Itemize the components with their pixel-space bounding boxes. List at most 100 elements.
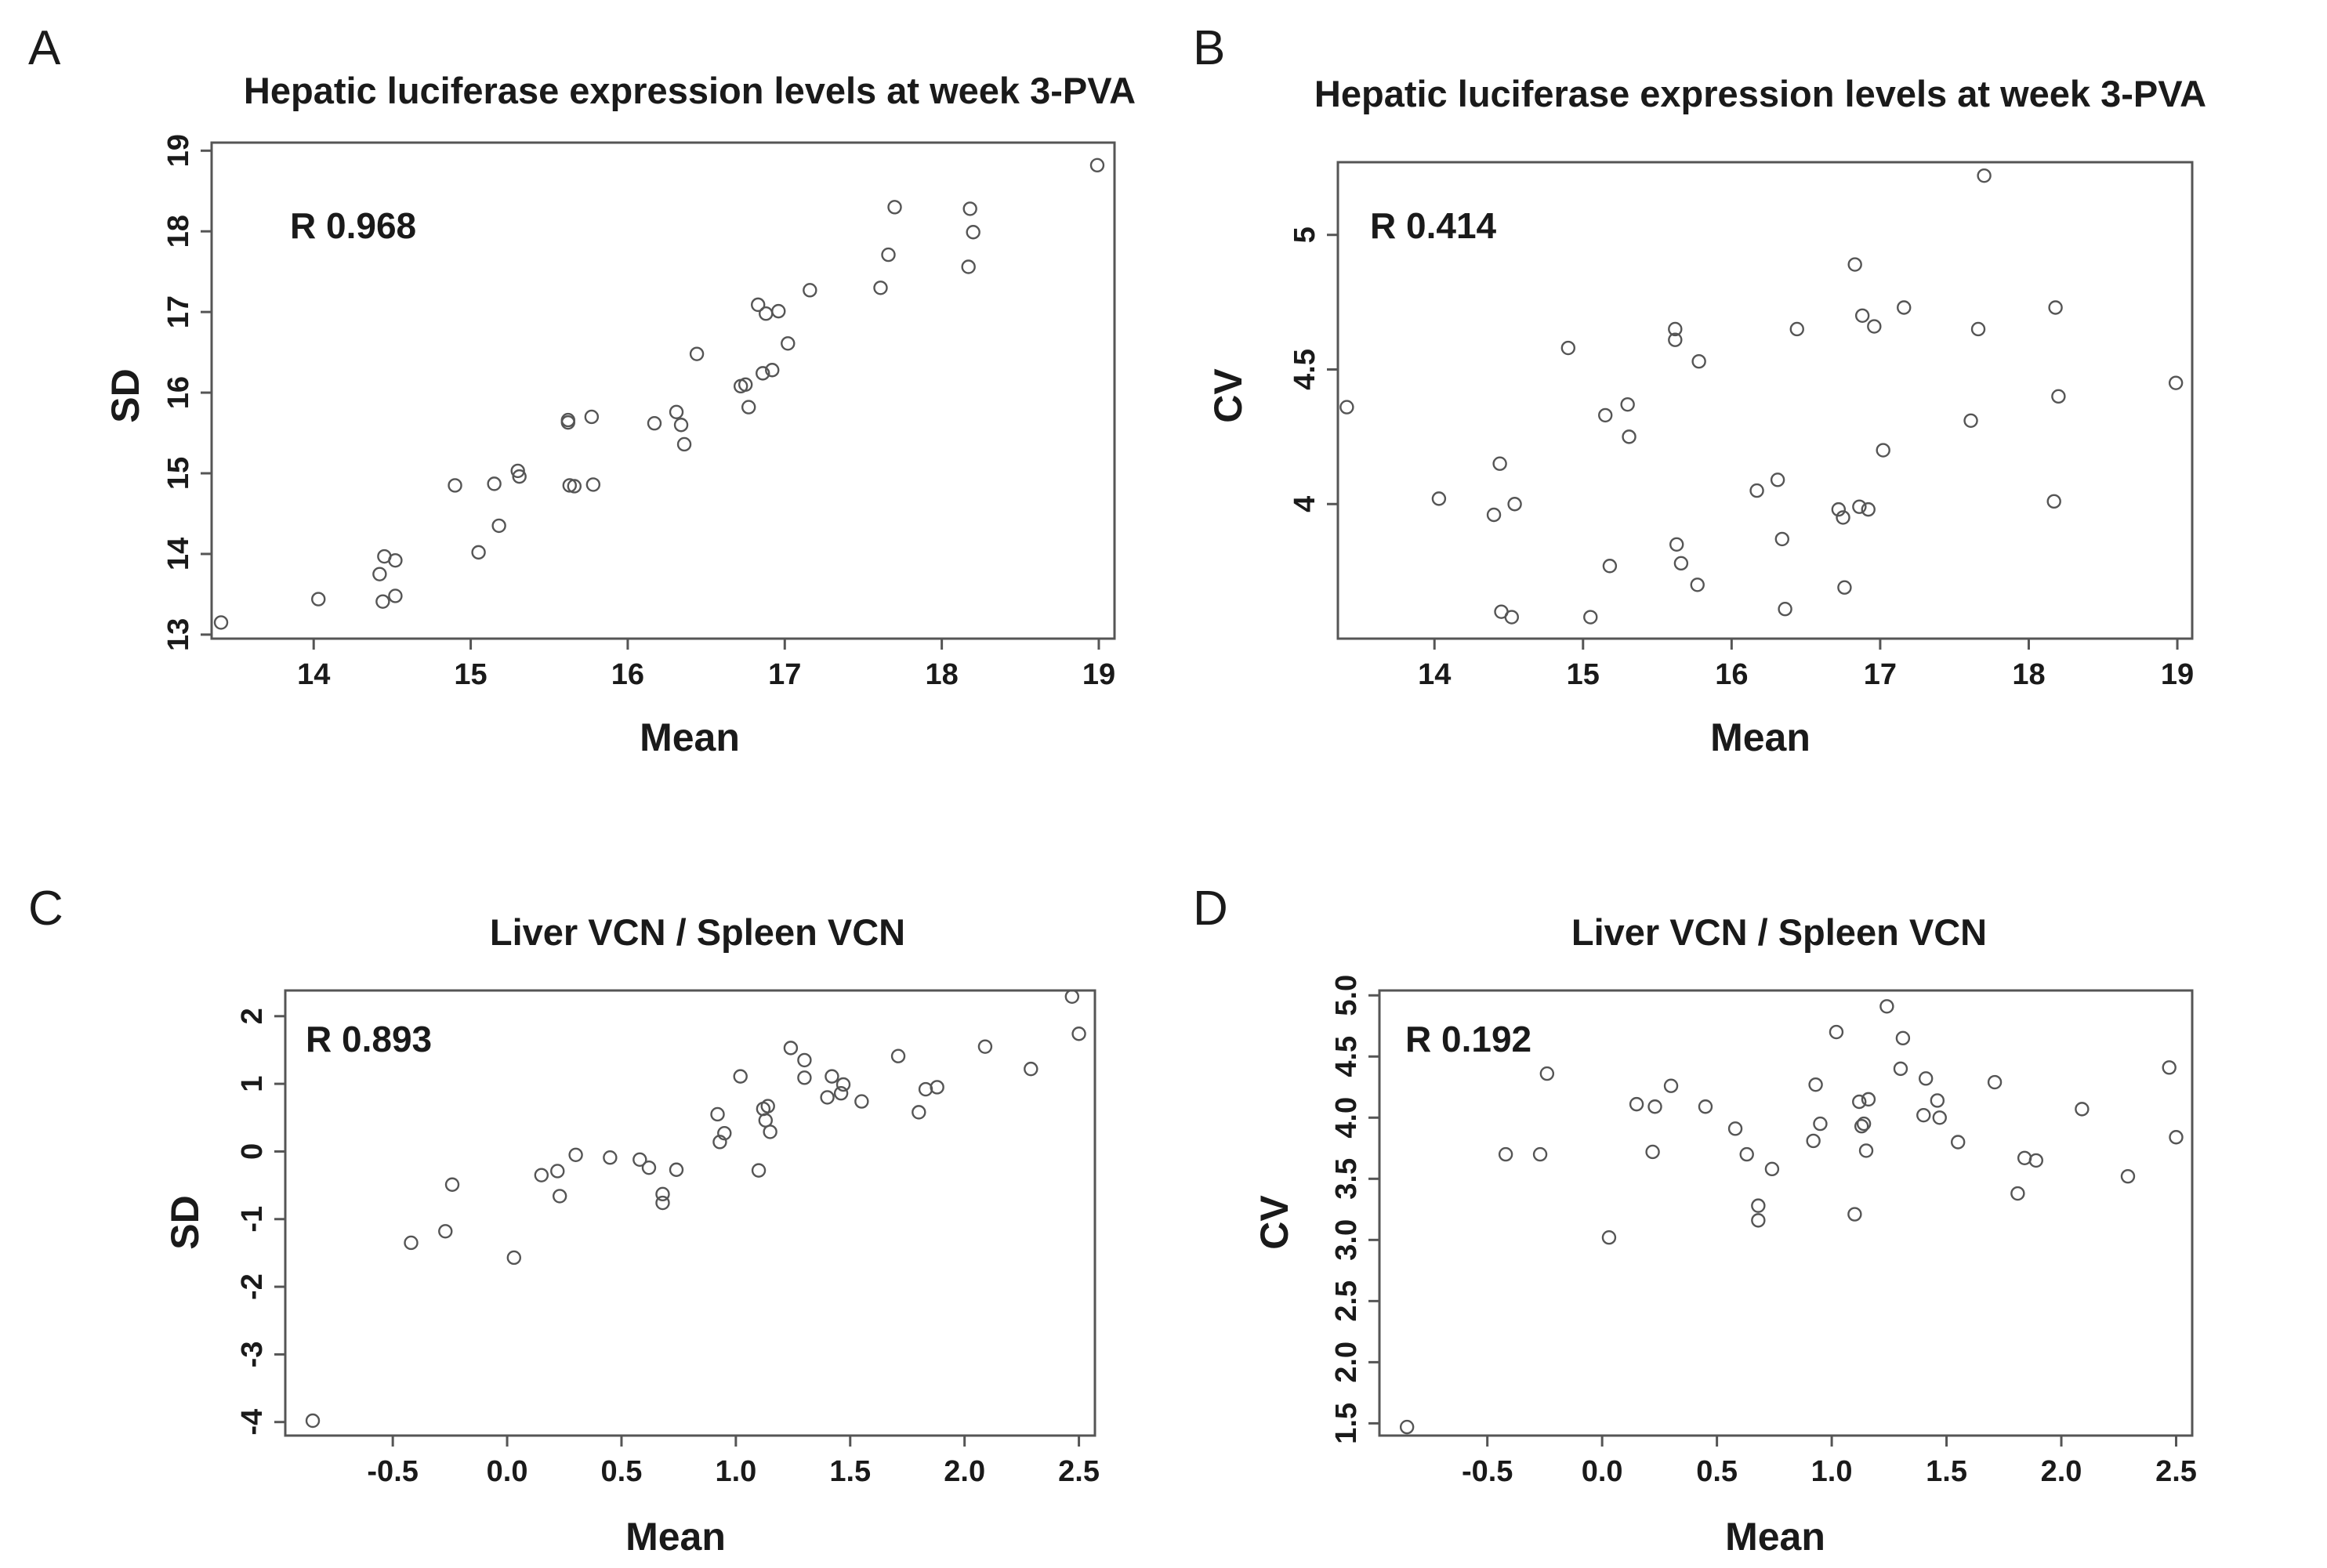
panel-a-data-point: [375, 594, 390, 609]
panel-d-data-point: [2075, 1102, 2090, 1117]
panel-b-x-tick-label: 15: [1567, 658, 1600, 691]
panel-c-data-point: [783, 1041, 799, 1056]
panel-d-data-point: [1895, 1030, 1911, 1046]
panel-a-data-point: [765, 363, 780, 378]
panel-b-data-point: [1867, 319, 1882, 334]
panel-b-data-point: [1492, 456, 1507, 471]
panel-c-data-point: [930, 1080, 944, 1095]
panel-c-data-point: [603, 1150, 618, 1165]
panel-a-data-point: [584, 409, 600, 425]
panel-a-data-point: [887, 200, 902, 215]
panel-b-data-point: [1673, 556, 1689, 571]
panel-b-data-point: [1339, 400, 1354, 415]
panel-d-data-point: [1847, 1207, 1862, 1222]
panel-a-data-point: [487, 476, 502, 491]
panel-b-data-point: [1669, 537, 1684, 552]
panel-b-data-point: [2168, 375, 2184, 390]
panel-a-data-point: [388, 588, 403, 603]
panel-b-data-point: [2048, 300, 2063, 315]
panel-b-data-point: [1770, 473, 1785, 487]
panel-d-x-tick-label: 1.0: [1811, 1455, 1853, 1488]
panel-a-plot-frame: [210, 141, 1116, 640]
panel-c-data-point: [552, 1189, 567, 1204]
panel-d-data-point: [1916, 1107, 1931, 1123]
panel-c-data-point: [710, 1106, 725, 1122]
panel-a-data-point: [738, 377, 753, 392]
panel-d-data-point: [1647, 1099, 1662, 1114]
panel-a-data-point: [781, 336, 796, 351]
panel-a-data-point: [881, 247, 896, 263]
panel-c-x-tick-label: 1.0: [715, 1455, 756, 1488]
panel-b-x-tick-label: 17: [1864, 658, 1897, 691]
panel-a-data-point: [1089, 158, 1105, 173]
panel-d-y-tick-label: 1.5: [1330, 1403, 1363, 1444]
panel-b-x-tick-label: 19: [2161, 658, 2194, 691]
panel-a-data-point: [213, 615, 229, 630]
panel-c-data-point: [438, 1224, 453, 1239]
panel-c-data-point: [797, 1052, 812, 1068]
panel-a-x-axis-label: Mean: [640, 715, 740, 759]
panel-b-data-point: [1560, 340, 1576, 356]
panel-d-data-point: [1698, 1099, 1713, 1114]
panel-d-data-point: [1854, 1119, 1869, 1134]
panel-b-data-point: [2046, 494, 2061, 509]
panel-d-y-tick-label: 3.5: [1330, 1158, 1363, 1200]
panel-a-x-tick-label: 18: [925, 658, 958, 691]
panel-c-y-tick-label: -4: [236, 1409, 269, 1436]
panel-b-data-point: [1504, 610, 1519, 625]
panel-b-data-point: [1789, 321, 1804, 337]
panel-c-data-point: [712, 1135, 727, 1150]
panel-c-data-point: [655, 1186, 670, 1202]
panel-c-y-tick-label: 0: [236, 1143, 269, 1160]
panel-b-x-tick-label: 18: [2012, 658, 2045, 691]
panel-b-data-point: [1876, 443, 1890, 458]
panel-d-plot-frame: [1378, 989, 2194, 1437]
panel-d-data-point: [2162, 1060, 2177, 1075]
panel-d-data-point: [1399, 1419, 1415, 1435]
panel-d-letter: D: [1193, 882, 1228, 936]
panel-b: B Hepatic luciferase expression levels a…: [1193, 21, 2206, 759]
panel-d-data-point: [1918, 1071, 1934, 1086]
panel-c-data-point: [890, 1048, 906, 1063]
panel-b-data-point: [1668, 332, 1683, 347]
panel-c-data-point: [655, 1195, 670, 1211]
panel-d-x-tick-label: 1.5: [1926, 1455, 1967, 1488]
panel-a-x-tick-label: 15: [454, 658, 487, 691]
panel-c-data-point: [568, 1147, 583, 1162]
panel-d-data-point: [2028, 1153, 2044, 1168]
panel-b-data-point: [1691, 353, 1706, 369]
panel-b-data-point: [1837, 580, 1852, 595]
panel-c-data-point: [733, 1069, 748, 1084]
panel-a-x-tick-label: 19: [1082, 658, 1115, 691]
panel-c-data-point: [854, 1094, 869, 1109]
panel-c-data-point: [835, 1077, 851, 1092]
panel-d-data-point: [1932, 1110, 1947, 1125]
panel-a-data-point: [873, 281, 888, 295]
panel-b-data-point: [1831, 502, 1847, 517]
panel-c-r-value: R 0.893: [306, 1019, 432, 1059]
panel-d-data-point: [1601, 1230, 1617, 1245]
panel-d-y-tick-label: 4.0: [1330, 1097, 1363, 1139]
panel-a-data-point: [512, 469, 527, 484]
panel-c-data-point: [1071, 1027, 1086, 1041]
panel-d-data-point: [1727, 1121, 1743, 1136]
panel-b-data-point: [1431, 491, 1447, 506]
panel-a-data-point: [562, 478, 577, 493]
panel-b-data-point: [1690, 578, 1705, 592]
panel-a-data-point: [669, 404, 684, 419]
panel-c-data-point: [820, 1090, 835, 1105]
panel-d-data-point: [1751, 1213, 1766, 1228]
panel-d-data-point: [1751, 1198, 1766, 1213]
panel-b-data-point: [1852, 499, 1867, 514]
panel-b-data-point: [1836, 510, 1850, 525]
panel-b-plot: 14 15 16 17 18 19 4 4.5 5: [1289, 161, 2194, 691]
panel-c-x-tick-label: 1.5: [829, 1455, 871, 1488]
panel-a-data-point: [448, 478, 462, 493]
panel-d-data-point: [1852, 1094, 1867, 1110]
panel-c: C Liver VCN / Spleen VCN -0.5 0.0 0.5 1.0 1.…: [28, 882, 1100, 1559]
panel-c-data-point: [825, 1069, 839, 1084]
panel-a-data-point: [751, 297, 766, 313]
panel-b-plot-frame: [1336, 161, 2194, 640]
panel-a-data-point: [585, 477, 601, 492]
panel-a-y-tick-label: 14: [162, 538, 195, 570]
